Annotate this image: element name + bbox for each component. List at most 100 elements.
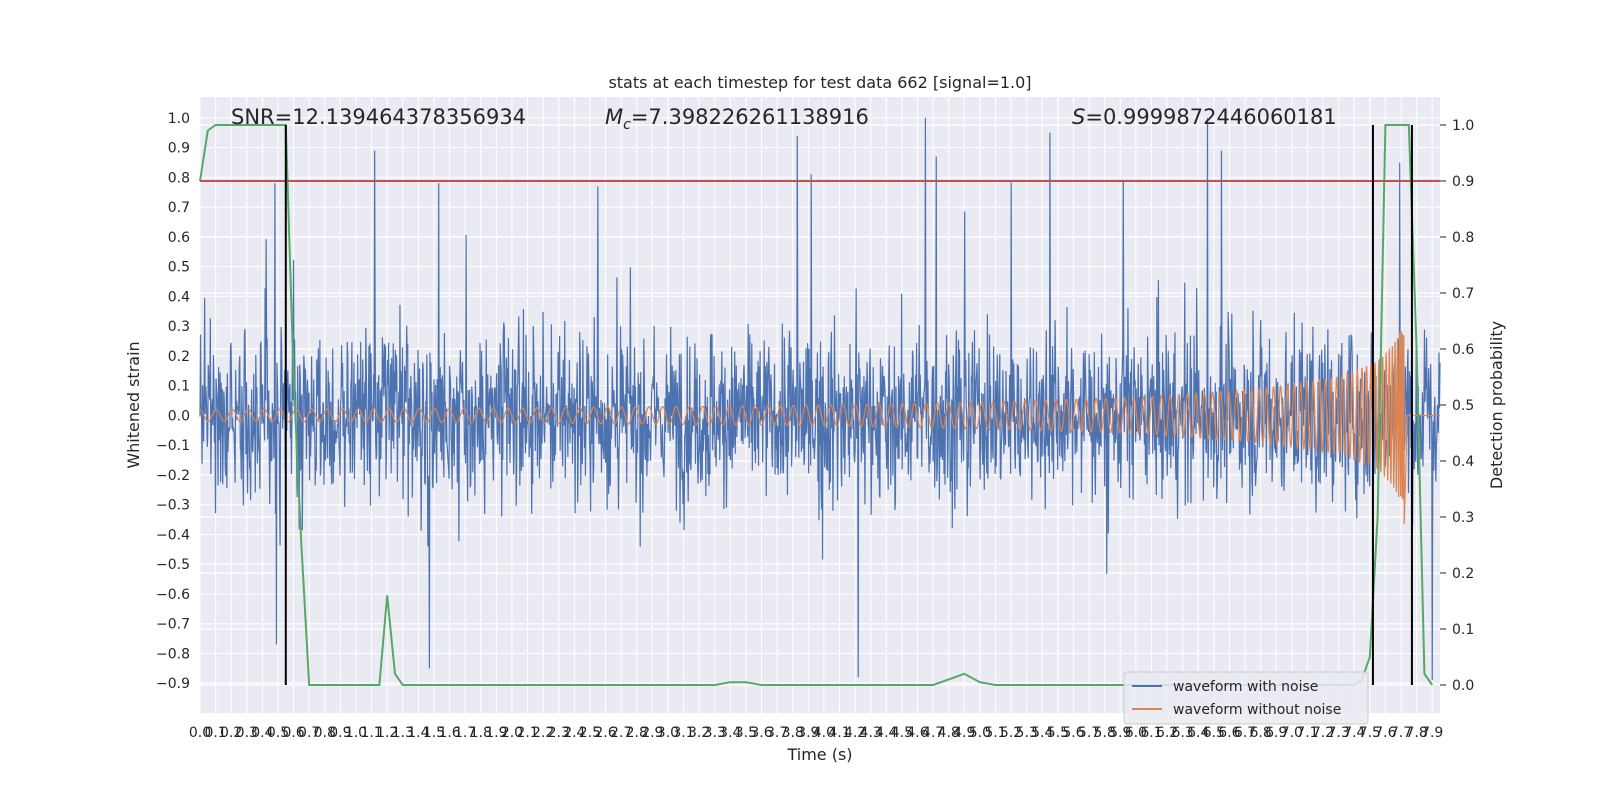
- x-tick-label: 4.1: [828, 725, 850, 741]
- y-left-tick-label: −0.6: [156, 587, 190, 603]
- noise-waveform-line: [199, 117, 1441, 681]
- x-tick-label: 1.6: [438, 725, 460, 741]
- x-tick-labels: 0.00.10.20.30.40.50.60.70.80.91.01.11.21…: [189, 725, 1443, 741]
- y-left-tick-label: 0.8: [168, 170, 190, 186]
- chart-title: stats at each timestep for test data 662…: [608, 73, 1031, 92]
- x-tick-label: 6.5: [1203, 725, 1225, 741]
- x-tick-label: 5.5: [1047, 725, 1069, 741]
- snr-annotation: SNR=12.139464378356934: [231, 105, 526, 129]
- x-tick-label: 2.0: [501, 725, 523, 741]
- x-tick-label: 0.2: [220, 725, 242, 741]
- y-left-axis-label: Whitened strain: [124, 341, 143, 468]
- x-tick-label: 1.5: [423, 725, 445, 741]
- chirp-mass-symbol: M: [605, 105, 623, 129]
- y-right-tick-label: 1.0: [1452, 118, 1474, 134]
- x-tick-label: 5.8: [1094, 725, 1116, 741]
- x-tick-label: 1.4: [407, 725, 429, 741]
- x-tick-label: 2.8: [626, 725, 648, 741]
- x-tick-label: 0.0: [189, 725, 211, 741]
- legend-box: [1123, 671, 1369, 725]
- x-tick-label: 6.8: [1249, 725, 1271, 741]
- series-waveform-without-noise: [199, 331, 1440, 525]
- x-tick-label: 5.3: [1016, 725, 1038, 741]
- x-tick-label: 2.1: [516, 725, 538, 741]
- x-tick-label: 7.6: [1374, 725, 1396, 741]
- y-right-tick-label: 0.0: [1452, 678, 1474, 694]
- x-tick-label: 4.7: [922, 725, 944, 741]
- x-tick-label: 6.9: [1265, 725, 1287, 741]
- x-tick-label: 6.3: [1172, 725, 1194, 741]
- x-tick-label: 7.4: [1343, 725, 1365, 741]
- y-right-tick-label: 0.4: [1452, 454, 1474, 470]
- x-tick-label: 0.3: [236, 725, 258, 741]
- y-right-tick-label: 0.5: [1452, 398, 1474, 414]
- x-tick-label: 4.9: [953, 725, 975, 741]
- x-tick-label: 5.2: [1000, 725, 1022, 741]
- legend-label-noise: waveform with noise: [1173, 679, 1318, 695]
- y-right-tick-labels: 0.0 0.1 0.2 0.3 0.4 0.5 0.6 0.7 0.8 0.9 1.0: [1440, 118, 1474, 694]
- x-tick-label: 0.9: [329, 725, 351, 741]
- legend: waveform with noise waveform without noi…: [1123, 671, 1369, 725]
- x-tick-label: 7.8: [1405, 725, 1427, 741]
- x-tick-label: 2.4: [563, 725, 585, 741]
- y-right-tick-label: 0.6: [1452, 342, 1474, 358]
- x-tick-label: 1.7: [454, 725, 476, 741]
- x-tick-label: 0.8: [314, 725, 336, 741]
- y-left-tick-label: 0.0: [168, 408, 190, 424]
- chirp-mass-value: =7.398226261138916: [631, 105, 869, 129]
- x-axis-label: Time (s): [786, 745, 852, 764]
- x-tick-label: 7.2: [1312, 725, 1334, 741]
- x-tick-label: 2.2: [532, 725, 554, 741]
- y-left-tick-label: −0.1: [156, 438, 190, 454]
- x-tick-label: 7.3: [1327, 725, 1349, 741]
- x-tick-label: 5.1: [984, 725, 1006, 741]
- y-left-tick-label: −0.8: [156, 646, 190, 662]
- s-symbol: S: [1072, 105, 1085, 129]
- x-tick-label: 1.3: [392, 725, 414, 741]
- y-left-tick-label: 0.4: [168, 289, 190, 305]
- y-left-tick-label: 0.7: [168, 200, 190, 216]
- series-detection-probability: [199, 124, 1434, 686]
- x-tick-label: 1.9: [485, 725, 507, 741]
- x-tick-label: 0.5: [267, 725, 289, 741]
- legend-label-clean: waveform without noise: [1173, 702, 1341, 718]
- x-tick-label: 6.6: [1218, 725, 1240, 741]
- x-tick-label: 6.0: [1125, 725, 1147, 741]
- vertical-lines: [284, 125, 1413, 685]
- y-left-tick-label: 0.3: [168, 319, 190, 335]
- y-left-tick-label: 1.0: [168, 111, 190, 127]
- y-right-tick-label: 0.1: [1452, 622, 1474, 638]
- x-tick-label: 0.4: [251, 725, 273, 741]
- y-left-tick-label: −0.4: [156, 527, 190, 543]
- y-left-tick-label: −0.5: [156, 557, 190, 573]
- x-tick-label: 5.9: [1109, 725, 1131, 741]
- x-tick-label: 6.7: [1234, 725, 1256, 741]
- y-left-tick-label: −0.9: [156, 676, 190, 692]
- x-tick-label: 5.7: [1078, 725, 1100, 741]
- x-tick-label: 7.5: [1359, 725, 1381, 741]
- x-tick-label: 3.3: [704, 725, 726, 741]
- x-tick-label: 3.7: [766, 725, 788, 741]
- x-tick-label: 3.6: [750, 725, 772, 741]
- y-right-tick-label: 0.3: [1452, 510, 1474, 526]
- x-tick-label: 3.4: [719, 725, 741, 741]
- x-tick-label: 4.8: [938, 725, 960, 741]
- x-tick-label: 2.6: [594, 725, 616, 741]
- x-tick-label: 6.2: [1156, 725, 1178, 741]
- y-left-tick-label: 0.5: [168, 260, 190, 276]
- x-tick-label: 4.6: [906, 725, 928, 741]
- x-tick-label: 3.5: [735, 725, 757, 741]
- y-left-tick-labels: −0.9 −0.8 −0.7 −0.6 −0.5 −0.4 −0.3 −0.2 −0.1 0.0 0…: [156, 111, 190, 692]
- y-right-tick-label: 0.7: [1452, 286, 1474, 302]
- x-tick-label: 3.2: [688, 725, 710, 741]
- x-tick-label: 7.9: [1421, 725, 1443, 741]
- x-tick-label: 3.9: [797, 725, 819, 741]
- x-tick-label: 4.2: [844, 725, 866, 741]
- x-tick-label: 7.1: [1296, 725, 1318, 741]
- x-tick-label: 3.8: [782, 725, 804, 741]
- chirp-mass-annotation: Mc=7.398226261138916: [605, 105, 869, 133]
- y-right-tick-label: 0.8: [1452, 230, 1474, 246]
- y-left-tick-label: −0.2: [156, 468, 190, 484]
- x-tick-label: 5.4: [1031, 725, 1053, 741]
